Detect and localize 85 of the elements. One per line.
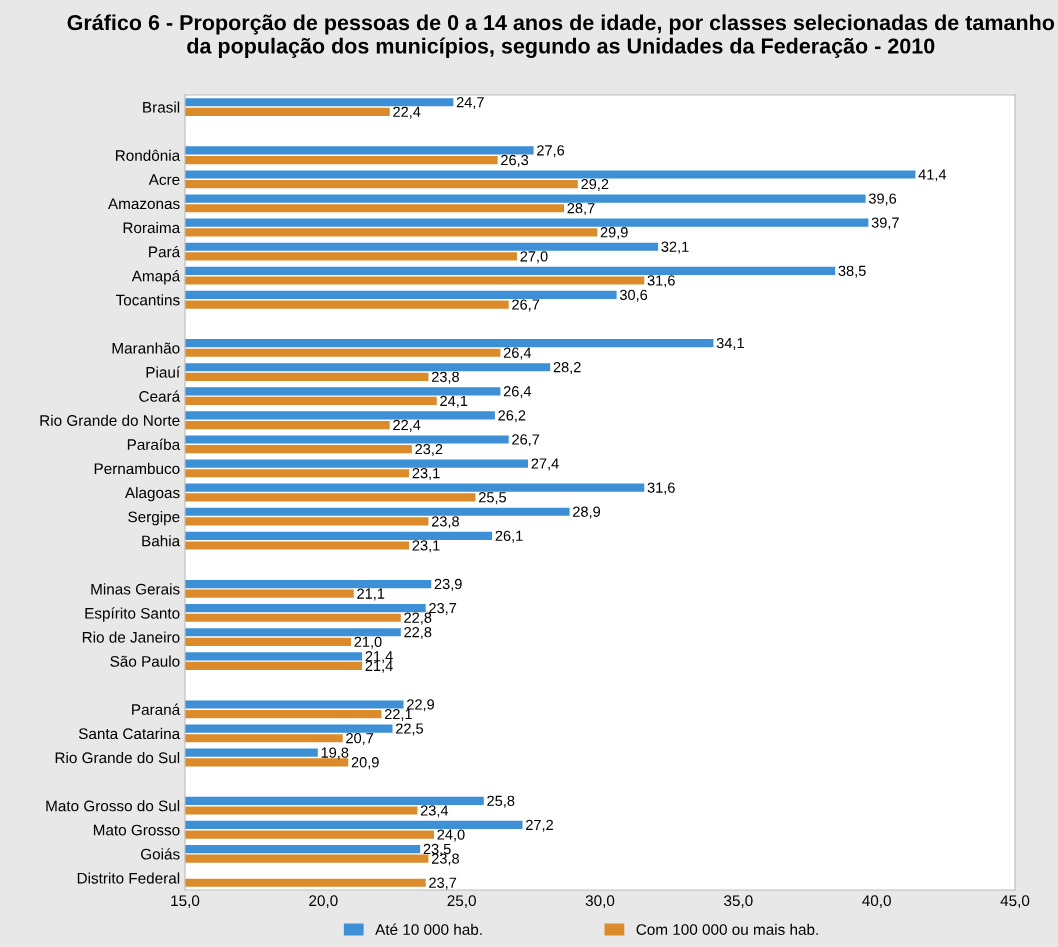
data-label: 38,5 [838, 265, 866, 278]
legend-label: Até 10 000 hab. [375, 923, 482, 935]
y-tick-label: Rio Grande do Norte [40, 414, 180, 426]
data-label: 23,8 [431, 516, 459, 529]
data-label: 26,4 [503, 386, 532, 399]
data-label: 20,9 [351, 757, 379, 770]
data-label: 39,6 [868, 193, 897, 206]
data-label: 30,6 [619, 289, 648, 302]
data-label: 27,6 [537, 145, 565, 158]
chart-title: Gráfico 6 - Proporção de pessoas de 0 a 14 anos de idade, por classes selecionadas de tamanho da população dos municípios, segundo as Unidades da Federação - 2010 [67, 14, 1055, 58]
y-tick-label: Santa Catarina [78, 727, 181, 740]
data-label: 27,2 [526, 819, 553, 832]
data-label: 28,7 [567, 203, 595, 216]
data-label: 27,4 [531, 458, 559, 471]
data-label: 25,8 [487, 795, 515, 808]
y-tick-label: Mato Grosso do Sul [46, 800, 180, 812]
data-label: 21,0 [354, 636, 382, 649]
y-tick-label: Distrito Federal [77, 872, 180, 884]
y-tick-label: Pernambuco [94, 462, 180, 475]
data-label: 23,9 [434, 578, 462, 591]
data-label: 23,2 [415, 443, 443, 456]
y-tick-label: Espírito Santo [85, 607, 180, 622]
x-tick-label: 20,0 [309, 895, 338, 908]
data-label: 31,6 [647, 482, 675, 495]
data-label: 32,1 [661, 241, 689, 254]
y-tick-label: Maranhão [112, 342, 180, 354]
data-label: 24,7 [456, 97, 484, 110]
data-label: 27,0 [520, 251, 548, 264]
y-tick-label: Bahia [142, 535, 181, 547]
y-tick-label: Goiás [141, 848, 180, 860]
y-tick-label: Ceará [139, 390, 181, 402]
y-tick-label: Amazonas [107, 198, 180, 210]
x-tick-label: 40,0 [862, 895, 891, 908]
y-tick-label: Mato Grosso [93, 824, 180, 836]
y-tick-label: Rondônia [115, 149, 181, 161]
data-label: 22,5 [396, 723, 424, 736]
legend-label: Com 100 000 ou mais hab. [636, 923, 818, 935]
data-label: 25,5 [479, 492, 507, 505]
data-label: 26,4 [503, 347, 532, 360]
y-tick-label: Sergipe [128, 511, 180, 526]
x-tick-label: 30,0 [585, 895, 615, 908]
data-label: 23,1 [412, 540, 440, 553]
x-tick-label: 15,0 [171, 895, 200, 908]
data-label: 24,1 [440, 395, 468, 408]
data-label: 26,1 [495, 530, 523, 543]
data-label: 28,9 [573, 506, 601, 519]
data-label: 31,6 [647, 275, 675, 288]
data-label: 39,7 [871, 217, 899, 230]
y-tick-label: Alagoas [124, 486, 180, 502]
data-label: 20,7 [346, 733, 374, 746]
data-label: 22,8 [404, 627, 432, 640]
y-tick-label: Brasil [143, 101, 180, 113]
data-label: 23,7 [429, 877, 457, 890]
y-tick-label: Minas Gerais [91, 583, 180, 595]
x-tick-label: 45,0 [1000, 895, 1030, 908]
y-tick-label: Paraíba [127, 438, 181, 450]
data-label: 22,4 [393, 106, 421, 119]
data-label: 26,2 [498, 410, 526, 423]
data-label: 29,9 [600, 227, 628, 240]
data-label: 41,4 [918, 169, 947, 182]
x-tick-label: 35,0 [724, 895, 753, 908]
data-label: 29,2 [581, 178, 609, 191]
data-label: 23,4 [420, 805, 449, 818]
data-label: 26,3 [501, 154, 529, 167]
data-label: 26,7 [512, 299, 540, 312]
data-label: 23,8 [431, 371, 459, 384]
y-tick-label: Amapá [131, 270, 181, 285]
data-label: 19,8 [321, 747, 349, 760]
y-tick-label: Pará [149, 245, 181, 258]
y-tick-label: Paraná [132, 703, 181, 715]
y-tick-label: Rio de Janeiro [82, 631, 180, 643]
data-label: 22,4 [393, 419, 421, 432]
data-label: 23,1 [412, 468, 440, 481]
data-label: 21,1 [357, 588, 385, 601]
y-tick-label: Acre [148, 174, 180, 185]
data-label: 28,2 [553, 362, 581, 375]
y-tick-label: Rio Grande do Sul [55, 751, 180, 764]
y-tick-label: Piauí [146, 366, 181, 378]
x-tick-label: 25,0 [447, 895, 476, 908]
data-label: 24,0 [437, 829, 465, 842]
data-label: 26,7 [512, 434, 540, 447]
data-label: 34,1 [716, 337, 744, 350]
y-tick-label: Roraima [123, 221, 181, 234]
y-tick-label: Tocantins [115, 294, 180, 306]
y-tick-label: São Paulo [110, 655, 180, 667]
